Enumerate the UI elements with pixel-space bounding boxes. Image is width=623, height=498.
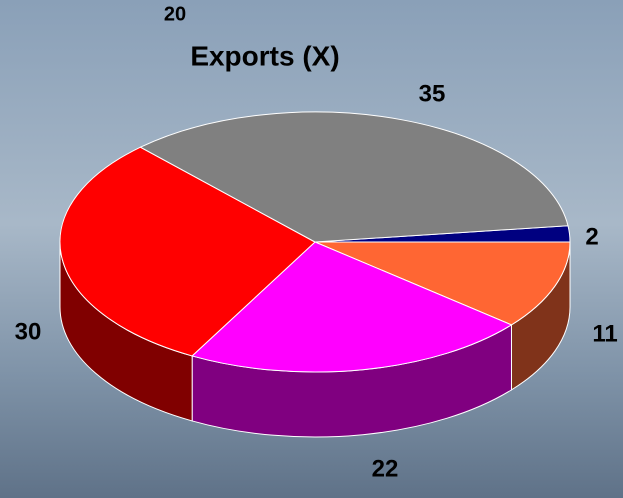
data-label: 11: [592, 320, 617, 347]
data-label: 30: [15, 318, 42, 345]
data-label: 35: [419, 80, 446, 107]
annotation: 20: [164, 3, 186, 25]
chart: 20 Exports (X) 2 11 22 30 35: [0, 0, 623, 498]
data-label: 2: [585, 223, 598, 250]
tops: [60, 112, 570, 372]
data-label: 22: [372, 455, 399, 482]
chart-title: Exports (X): [190, 40, 339, 71]
